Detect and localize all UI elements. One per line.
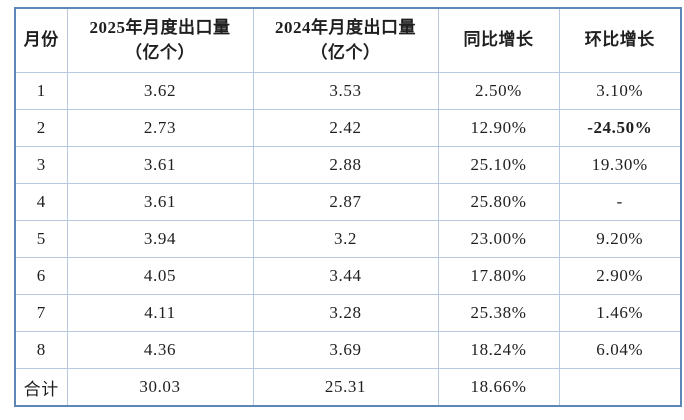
cell-mom: 9.20% [558, 220, 682, 258]
cell-month: 8 [14, 331, 68, 369]
cell-yoy: 25.80% [437, 183, 560, 221]
cell-yoy: 17.80% [437, 257, 560, 295]
header-2025-line1: 2025年月度出口量 [89, 17, 231, 37]
cell-2024-volume: 3.53 [252, 72, 439, 110]
table-row: 4 3.61 2.87 25.80% - [14, 183, 682, 221]
cell-month: 4 [14, 183, 68, 221]
cell-month: 2 [14, 109, 68, 147]
cell-2024-volume: 3.69 [252, 331, 439, 369]
cell-2025-volume: 3.61 [66, 146, 254, 184]
table-header: 月份 2025年月度出口量 （亿个） 2024年月度出口量 （亿个） 同比增长 … [14, 7, 682, 73]
table-row: 3 3.61 2.88 25.10% 19.30% [14, 146, 682, 184]
cell-mom: 6.04% [558, 331, 682, 369]
cell-2025-volume: 3.62 [66, 72, 254, 110]
cell-2025-volume-total: 30.03 [66, 368, 254, 407]
header-yoy-growth: 同比增长 [437, 7, 560, 73]
header-2025-line2: （亿个） [125, 42, 195, 62]
cell-mom: 2.90% [558, 257, 682, 295]
cell-yoy: 2.50% [437, 72, 560, 110]
cell-2024-volume: 3.2 [252, 220, 439, 258]
cell-2024-volume: 3.44 [252, 257, 439, 295]
cell-mom: 19.30% [558, 146, 682, 184]
header-2024-volume: 2024年月度出口量 （亿个） [252, 7, 439, 73]
cell-mom-total [558, 368, 682, 407]
cell-2024-volume: 2.87 [252, 183, 439, 221]
cell-2025-volume: 2.73 [66, 109, 254, 147]
table-row: 2 2.73 2.42 12.90% -24.50% [14, 109, 682, 147]
cell-yoy: 18.24% [437, 331, 560, 369]
cell-month: 1 [14, 72, 68, 110]
cell-mom: - [558, 183, 682, 221]
header-mom-growth: 环比增长 [558, 7, 682, 73]
table-row: 7 4.11 3.28 25.38% 1.46% [14, 294, 682, 332]
table-row: 8 4.36 3.69 18.24% 6.04% [14, 331, 682, 369]
cell-2025-volume: 4.36 [66, 331, 254, 369]
table-row: 1 3.62 3.53 2.50% 3.10% [14, 72, 682, 110]
table-body: 1 3.62 3.53 2.50% 3.10% 2 2.73 2.42 12.9… [14, 72, 682, 407]
cell-month: 6 [14, 257, 68, 295]
cell-mom-negative: -24.50% [558, 109, 682, 147]
cell-yoy-total: 18.66% [437, 368, 560, 407]
header-2024-line1: 2024年月度出口量 [275, 17, 416, 37]
cell-month: 5 [14, 220, 68, 258]
total-row: 合计 30.03 25.31 18.66% [14, 368, 682, 407]
table-row: 5 3.94 3.2 23.00% 9.20% [14, 220, 682, 258]
cell-month: 7 [14, 294, 68, 332]
cell-2025-volume: 4.11 [66, 294, 254, 332]
cell-yoy: 25.10% [437, 146, 560, 184]
table-row: 6 4.05 3.44 17.80% 2.90% [14, 257, 682, 295]
cell-mom: 1.46% [558, 294, 682, 332]
cell-month: 3 [14, 146, 68, 184]
cell-2024-volume: 2.42 [252, 109, 439, 147]
cell-2024-volume: 3.28 [252, 294, 439, 332]
cell-2025-volume: 3.94 [66, 220, 254, 258]
cell-2024-volume-total: 25.31 [252, 368, 439, 407]
cell-yoy: 23.00% [437, 220, 560, 258]
header-2025-volume: 2025年月度出口量 （亿个） [66, 7, 254, 73]
header-2024-line2: （亿个） [310, 42, 381, 62]
header-row: 月份 2025年月度出口量 （亿个） 2024年月度出口量 （亿个） 同比增长 … [14, 7, 682, 73]
cell-2025-volume: 3.61 [66, 183, 254, 221]
cell-mom: 3.10% [558, 72, 682, 110]
cell-2025-volume: 4.05 [66, 257, 254, 295]
cell-2024-volume: 2.88 [252, 146, 439, 184]
header-month: 月份 [14, 7, 68, 73]
cell-yoy: 25.38% [437, 294, 560, 332]
cell-yoy: 12.90% [437, 109, 560, 147]
cell-month-total: 合计 [14, 368, 68, 407]
export-volume-table: 月份 2025年月度出口量 （亿个） 2024年月度出口量 （亿个） 同比增长 … [14, 7, 682, 407]
